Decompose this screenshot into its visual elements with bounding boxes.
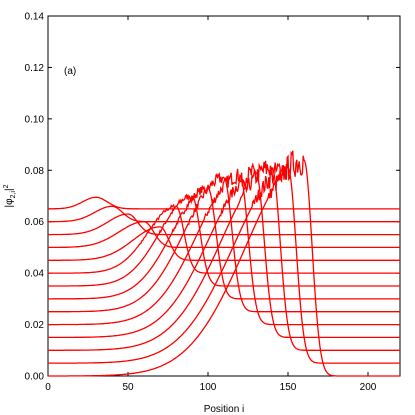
series-line [48, 150, 400, 377]
series-line [48, 205, 400, 223]
series-line [48, 168, 400, 326]
y-axis-label: |φ2,i|2 [3, 184, 17, 207]
series-line [48, 162, 400, 339]
x-tick-label: 0 [45, 382, 51, 393]
y-tick-label: 0.04 [25, 269, 45, 280]
y-axis-label-main: |φ [4, 198, 15, 208]
x-tick-label: 150 [280, 382, 297, 393]
y-tick-label: 0.10 [25, 114, 45, 125]
x-tick-label: 100 [200, 382, 217, 393]
y-tick-label: 0.12 [25, 63, 45, 74]
series-line [48, 203, 400, 274]
x-tick-label: 200 [360, 382, 377, 393]
y-tick-label: 0.00 [25, 372, 45, 383]
x-tick-label: 50 [122, 382, 134, 393]
panel-annotation: (a) [64, 66, 76, 77]
y-axis-label-tail: | [4, 188, 15, 191]
series-line [48, 162, 400, 364]
y-axis-label-sup: 2 [3, 184, 10, 188]
y-axis-label-sub: 2,i [10, 191, 17, 199]
series-line [48, 185, 400, 300]
y-tick-label: 0.06 [25, 217, 45, 228]
plot-area [47, 15, 401, 377]
x-axis-label: Position i [204, 404, 245, 415]
y-tick-label: 0.14 [25, 12, 45, 23]
y-tick-label: 0.08 [25, 166, 45, 177]
y-tick-label: 0.02 [25, 320, 45, 331]
series-line [48, 160, 400, 351]
series-group [48, 150, 400, 377]
series-line [48, 172, 400, 313]
series-line [48, 196, 400, 210]
series-line [48, 221, 400, 249]
series-line [48, 226, 400, 261]
